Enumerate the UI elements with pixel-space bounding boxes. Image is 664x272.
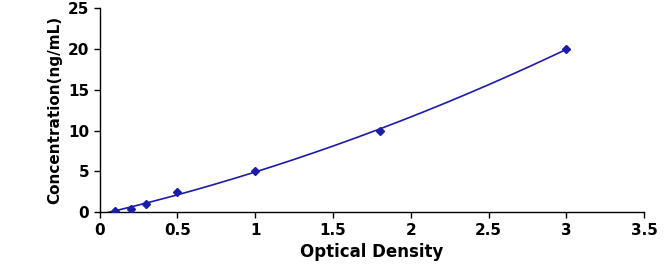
- X-axis label: Optical Density: Optical Density: [300, 243, 444, 261]
- Y-axis label: Concentration(ng/mL): Concentration(ng/mL): [47, 16, 62, 204]
